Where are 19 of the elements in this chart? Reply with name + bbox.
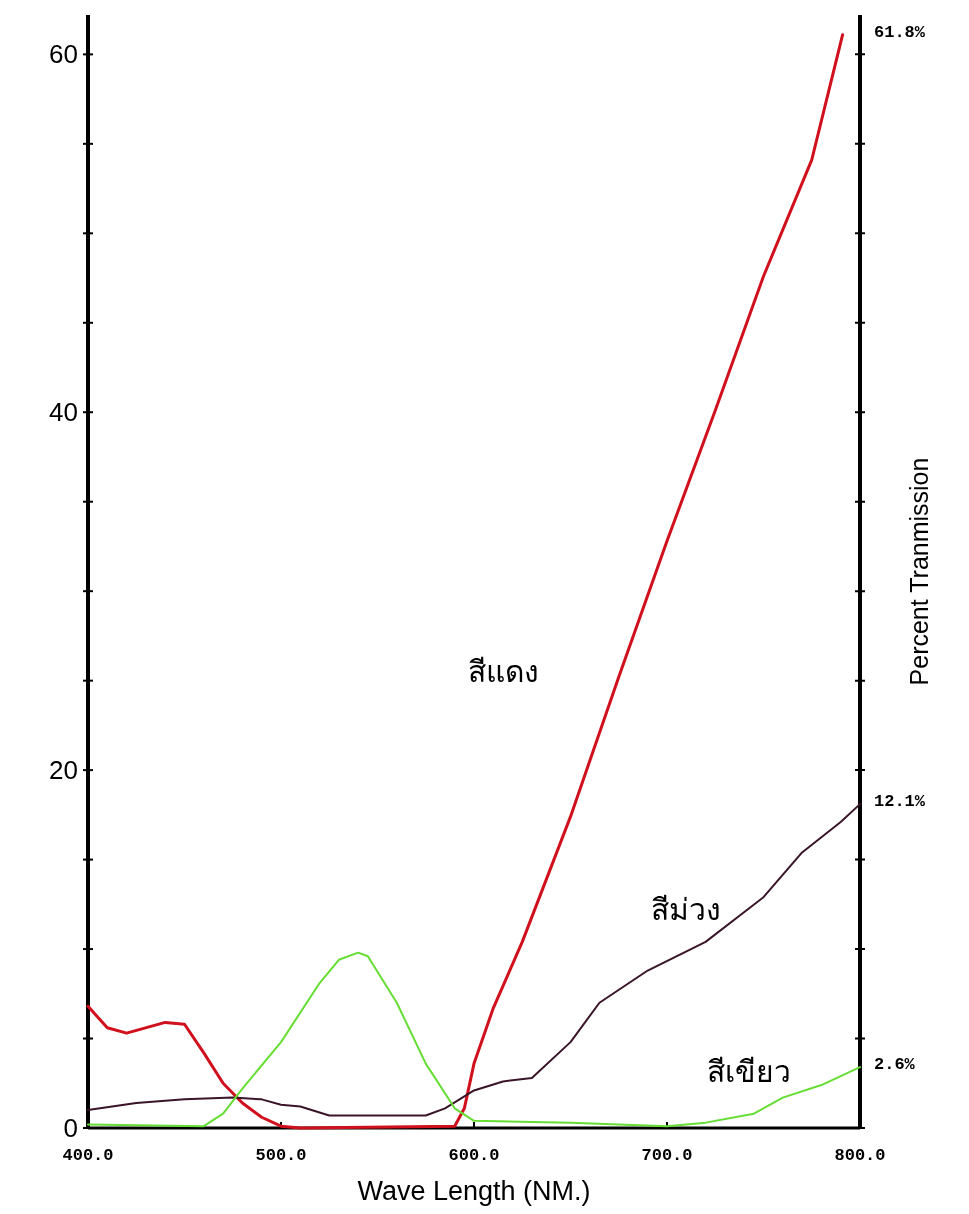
- line-series: [86, 33, 845, 1130]
- y-tick-label: 40: [49, 397, 78, 428]
- x-tick-label: 400.0: [62, 1146, 114, 1165]
- line-series: [87, 803, 861, 1117]
- x-axis-title: Wave Length (NM.): [357, 1176, 591, 1206]
- y-axis-title: Percent Tranmission: [905, 457, 933, 686]
- text: 2.6%: [874, 1055, 916, 1075]
- text: 61.8%: [874, 22, 926, 42]
- series-label: สีเขียว: [706, 1054, 791, 1088]
- y-tick-label: 60: [49, 39, 78, 70]
- y-tick-label: 0: [63, 1113, 78, 1143]
- text: สีแดง: [467, 655, 539, 689]
- x-tick-label: 600.0: [448, 1146, 500, 1165]
- y-tick-label: 20: [49, 755, 78, 786]
- x-tick-label: 700.0: [641, 1146, 693, 1165]
- series-label: สีม่วง: [650, 892, 721, 926]
- text: 12.1%: [874, 792, 926, 812]
- x-tick-label: 800.0: [834, 1146, 886, 1165]
- x-tick-label: 500.0: [255, 1146, 307, 1165]
